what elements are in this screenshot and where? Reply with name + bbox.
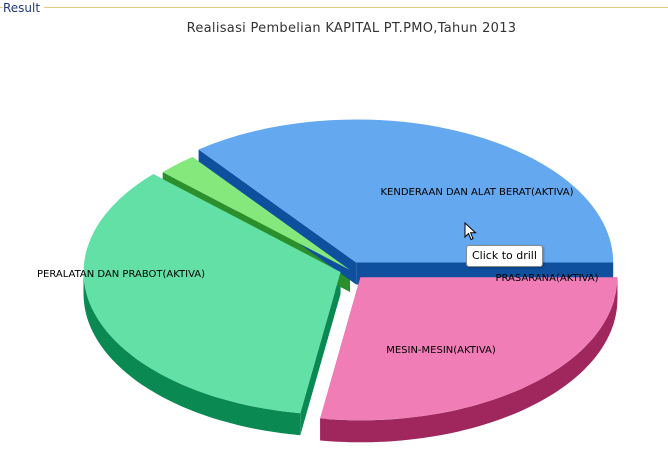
slice-label-3: PERALATAN DAN PRABOT(AKTIVA): [37, 269, 205, 280]
pie-slice-0[interactable]: [198, 119, 614, 263]
panel-title: Result: [3, 1, 45, 15]
chart-title: Realisasi Pembelian KAPITAL PT.PMO,Tahun…: [186, 21, 517, 36]
pie-slice-3[interactable]: [320, 277, 618, 421]
slice-side-3: [320, 277, 618, 443]
pie-tops: [83, 119, 618, 421]
mouse-cursor-icon: [464, 222, 477, 241]
slice-side-2: [83, 272, 301, 436]
result-panel-header: Result: [0, 0, 668, 16]
pie-slice-1[interactable]: [162, 157, 350, 270]
header-divider: [0, 7, 668, 8]
slice-label-0: KENDERAAN DAN ALAT BERAT(AKTIVA): [381, 187, 574, 198]
click-to-drill-tooltip: Click to drill: [466, 245, 543, 267]
slice-cut-2-1: [300, 271, 341, 436]
slice-label-2: MESIN-MESIN(AKTIVA): [386, 345, 496, 356]
pie-labels: KENDERAAN DAN ALAT BERAT(AKTIVA) PRASARAN…: [37, 187, 599, 356]
pie-slice-2[interactable]: [83, 174, 341, 414]
slice-label-1: PRASARANA(AKTIVA): [495, 273, 598, 284]
